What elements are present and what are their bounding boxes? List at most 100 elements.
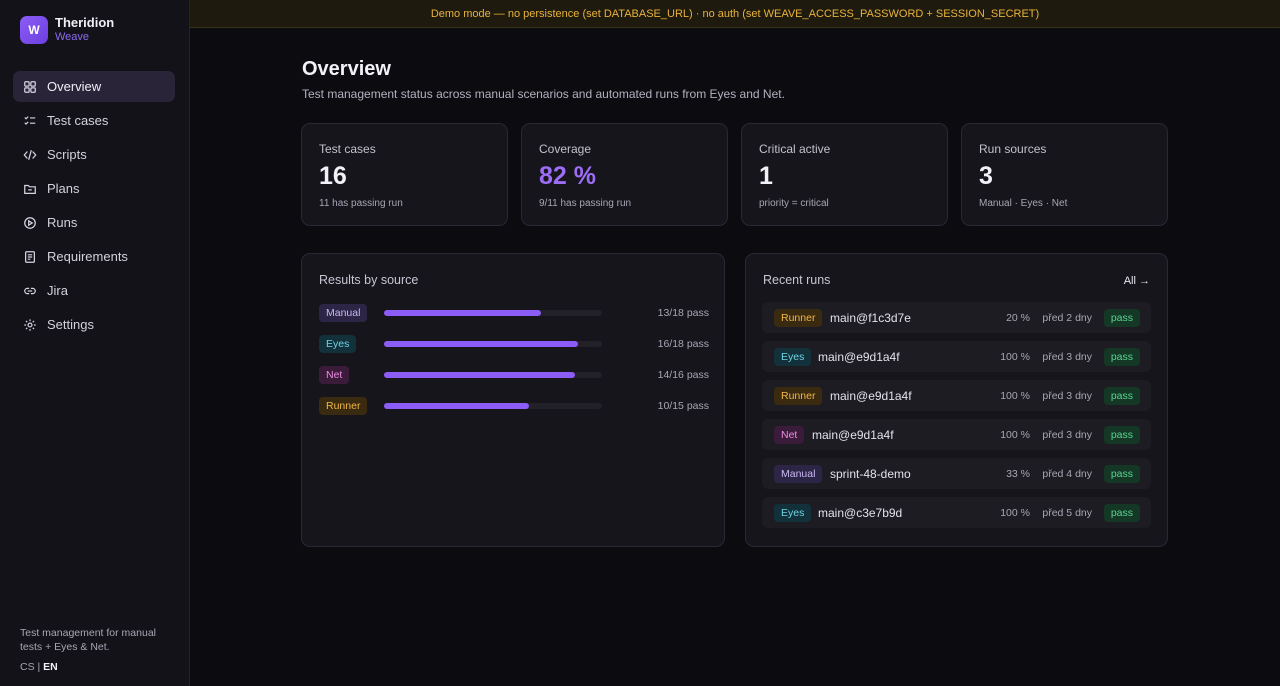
run-time: před 4 dny xyxy=(1042,468,1092,480)
run-name: main@f1c3d7e xyxy=(830,311,911,325)
brand-name: Theridion xyxy=(55,15,115,30)
progress-bar xyxy=(384,372,602,378)
run-time: před 3 dny xyxy=(1042,351,1092,363)
nav-item-runs[interactable]: Runs xyxy=(13,207,175,238)
source-tag-eyes: Eyes xyxy=(774,348,812,366)
run-row[interactable]: Eyes main@e9d1a4f 100 % před 3 dny pass xyxy=(762,341,1151,372)
status-badge: pass xyxy=(1103,309,1140,327)
run-name: main@e9d1a4f xyxy=(818,350,900,364)
run-name: main@e9d1a4f xyxy=(812,428,894,442)
panel-title: Results by source xyxy=(319,273,419,287)
recent-runs-panel: Recent runs All → Runner main@f1c3d7e 20… xyxy=(745,253,1168,547)
run-time: před 2 dny xyxy=(1042,312,1092,324)
results-by-source-panel: Results by source Manual 13/18 pass Eyes… xyxy=(301,253,725,547)
source-row-runner: Runner 10/15 pass xyxy=(319,396,709,416)
run-percentage: 33 % xyxy=(1006,468,1030,480)
progress-fill xyxy=(384,372,575,378)
run-time: před 3 dny xyxy=(1042,429,1092,441)
run-percentage: 100 % xyxy=(1000,507,1030,519)
nav-item-test-cases[interactable]: Test cases xyxy=(13,105,175,136)
nav-item-label: Settings xyxy=(47,317,94,332)
pass-count: 10/15 pass xyxy=(657,400,709,412)
stat-note: Manual · Eyes · Net xyxy=(979,198,1068,209)
source-row-net: Net 14/16 pass xyxy=(319,365,709,385)
stat-label: Test cases xyxy=(319,142,376,156)
grid-icon xyxy=(23,80,37,94)
brand[interactable]: W Theridion Weave xyxy=(20,15,114,45)
progress-fill xyxy=(384,310,542,316)
nav-item-scripts[interactable]: Scripts xyxy=(13,139,175,170)
source-row-manual: Manual 13/18 pass xyxy=(319,303,709,323)
all-runs-link[interactable]: All → xyxy=(1123,275,1150,287)
sidebar-footer: Test management for manual tests + Eyes … xyxy=(20,626,170,673)
language-switch: CS | EN xyxy=(20,661,170,673)
sidebar: W Theridion Weave Overview Test cases Sc… xyxy=(0,0,190,686)
play-circle-icon xyxy=(23,216,37,230)
stat-note: 11 has passing run xyxy=(319,198,403,209)
status-badge: pass xyxy=(1103,465,1140,483)
nav-item-label: Jira xyxy=(47,283,68,298)
lang-cs[interactable]: CS xyxy=(20,661,35,673)
source-tag-manual: Manual xyxy=(319,304,368,322)
stat-card-test-cases: Test cases 16 11 has passing run xyxy=(301,123,508,226)
stat-note: priority = critical xyxy=(759,198,829,209)
lang-separator: | xyxy=(37,661,41,673)
pass-count: 13/18 pass xyxy=(657,307,709,319)
run-row[interactable]: Runner main@e9d1a4f 100 % před 3 dny pas… xyxy=(762,380,1151,411)
nav-item-settings[interactable]: Settings xyxy=(13,309,175,340)
footer-text: Test management for manual tests + Eyes … xyxy=(20,627,156,653)
page-subtitle: Test management status across manual sce… xyxy=(302,87,785,101)
progress-bar xyxy=(384,310,602,316)
brand-product: Weave xyxy=(55,31,90,43)
run-name: sprint-48-demo xyxy=(830,467,911,481)
brand-logo: W xyxy=(20,16,48,44)
run-row[interactable]: Manual sprint-48-demo 33 % před 4 dny pa… xyxy=(762,458,1151,489)
status-badge: pass xyxy=(1103,426,1140,444)
nav-item-requirements[interactable]: Requirements xyxy=(13,241,175,272)
nav-item-overview[interactable]: Overview xyxy=(13,71,175,102)
nav-item-label: Test cases xyxy=(47,113,109,128)
folder-icon xyxy=(23,182,37,196)
stat-label: Run sources xyxy=(979,142,1047,156)
nav-item-label: Scripts xyxy=(47,147,87,162)
demo-mode-banner: Demo mode — no persistence (set DATABASE… xyxy=(190,0,1280,28)
progress-fill xyxy=(384,403,530,409)
run-percentage: 100 % xyxy=(1000,351,1030,363)
source-tag-net: Net xyxy=(319,366,350,384)
run-name: main@c3e7b9d xyxy=(818,506,903,520)
status-badge: pass xyxy=(1103,348,1140,366)
stat-card-run-sources: Run sources 3 Manual · Eyes · Net xyxy=(961,123,1168,226)
stat-note: 9/11 has passing run xyxy=(539,198,632,209)
source-tag-runner: Runner xyxy=(319,397,368,415)
nav-item-label: Overview xyxy=(47,79,102,94)
stat-value: 16 xyxy=(319,162,347,190)
gear-icon xyxy=(23,318,37,332)
document-icon xyxy=(23,250,37,264)
source-tag-runner: Runner xyxy=(774,309,823,327)
progress-bar xyxy=(384,403,602,409)
source-tag-net: Net xyxy=(774,426,805,444)
page-title: Overview xyxy=(302,58,391,80)
stat-label: Critical active xyxy=(759,142,831,156)
source-tag-eyes: Eyes xyxy=(319,335,357,353)
main-nav: Overview Test cases Scripts Plans Runs xyxy=(13,71,175,343)
link-icon xyxy=(23,284,37,298)
status-badge: pass xyxy=(1103,387,1140,405)
nav-item-label: Runs xyxy=(47,215,78,230)
source-tag-manual: Manual xyxy=(774,465,823,483)
stat-value: 82 % xyxy=(539,162,596,190)
stat-value: 3 xyxy=(979,162,993,190)
progress-bar xyxy=(384,341,602,347)
nav-item-jira[interactable]: Jira xyxy=(13,275,175,306)
run-time: před 5 dny xyxy=(1042,507,1092,519)
run-row[interactable]: Runner main@f1c3d7e 20 % před 2 dny pass xyxy=(762,302,1151,333)
lang-en[interactable]: EN xyxy=(43,661,58,673)
panel-title: Recent runs xyxy=(763,273,831,287)
run-row[interactable]: Net main@e9d1a4f 100 % před 3 dny pass xyxy=(762,419,1151,450)
stat-label: Coverage xyxy=(539,142,592,156)
stat-value: 1 xyxy=(759,162,773,190)
run-percentage: 20 % xyxy=(1006,312,1030,324)
run-row[interactable]: Eyes main@c3e7b9d 100 % před 5 dny pass xyxy=(762,497,1151,528)
nav-item-plans[interactable]: Plans xyxy=(13,173,175,204)
run-name: main@e9d1a4f xyxy=(830,389,912,403)
